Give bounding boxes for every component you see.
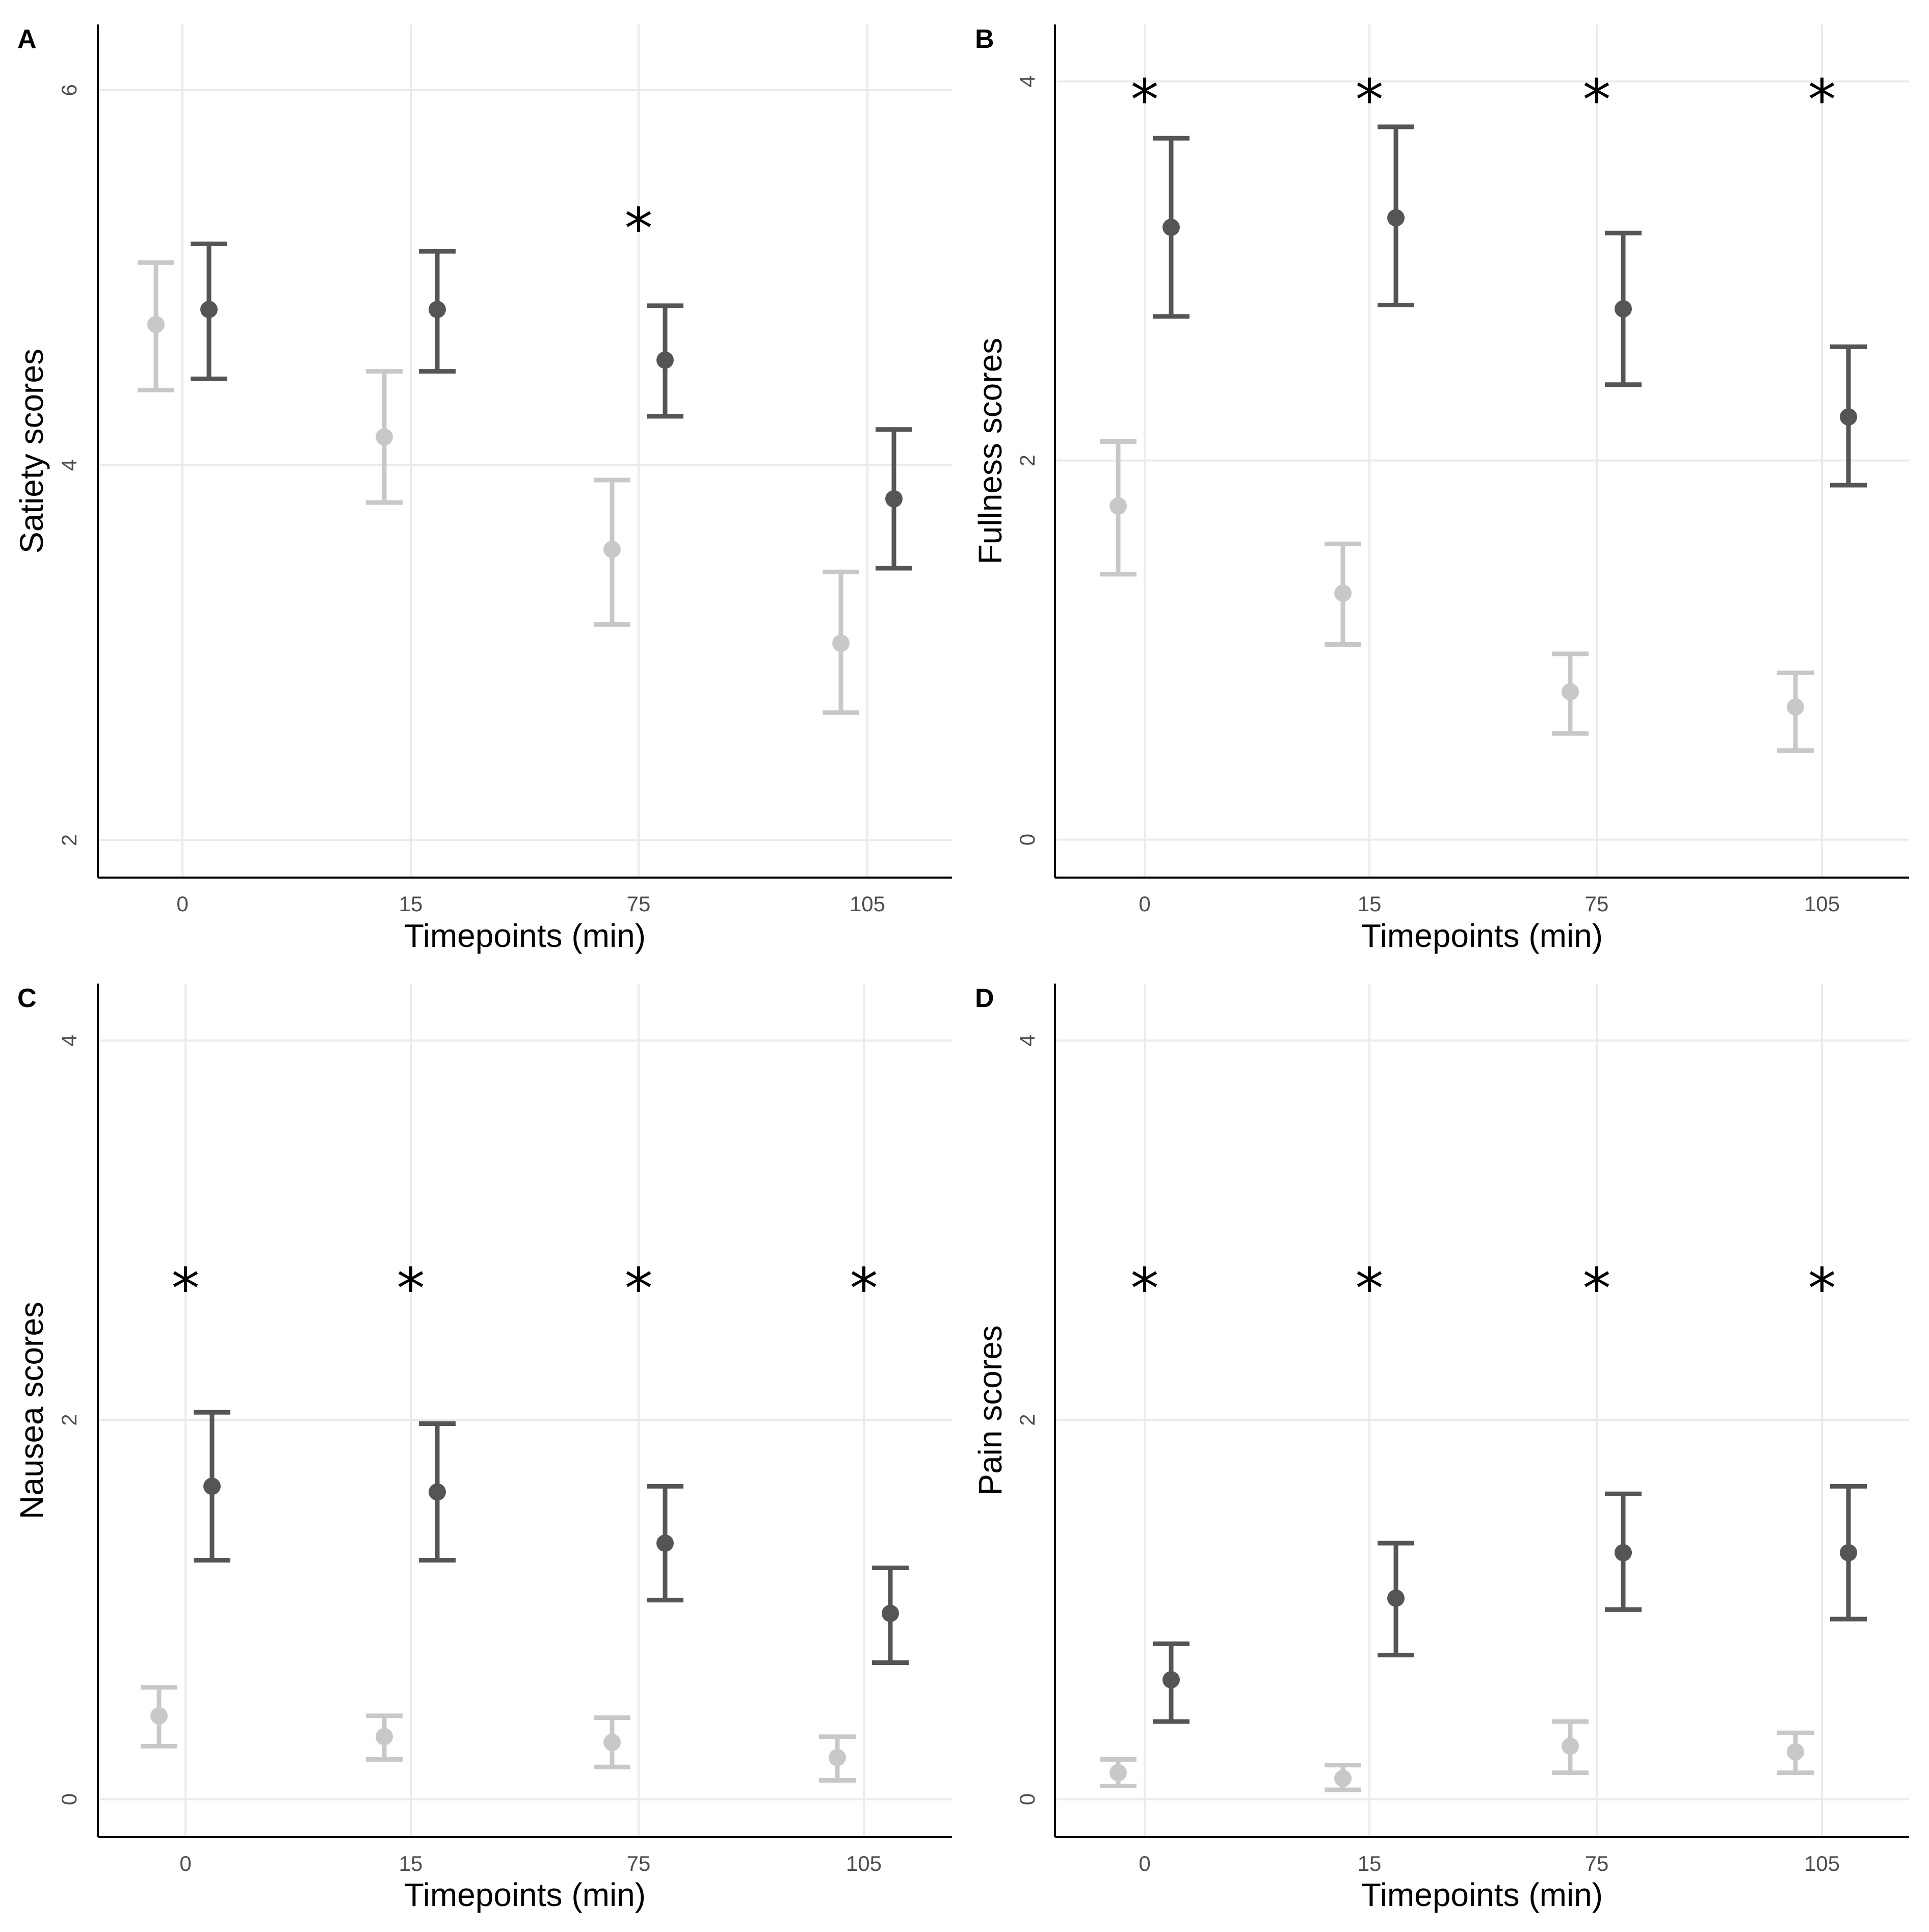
mean-point [829,1749,846,1766]
panel-d: 0 2 4 0 15 75 105 * * * * Timepoints (min) Pain scor… [972,984,1909,1913]
mean-point [376,1728,393,1745]
series-group-dark [194,1410,909,1665]
panel-label: B [975,24,994,54]
y-tick-label: 2 [57,1414,81,1425]
mean-point [1162,1671,1180,1689]
mean-point [1787,1743,1804,1761]
mean-point [885,490,903,508]
x-tick-label: 75 [627,1851,651,1875]
y-tick-label: 2 [57,834,81,846]
y-tick-label: 4 [57,459,81,471]
mean-point [203,1477,221,1495]
x-axis-title: Timepoints (min) [1361,917,1603,954]
y-tick-label: 0 [57,1793,81,1805]
significance-star: * [1583,1256,1611,1321]
mean-point [1562,683,1579,701]
panel-b: 0 2 4 0 15 75 105 * * * * Timepoints (min) Fullness … [972,24,1909,954]
significance-star: * [1131,1256,1159,1321]
mean-point [832,634,850,652]
x-tick-label: 0 [1139,892,1150,916]
significance-star: * [1808,67,1836,133]
mean-point [1562,1737,1579,1755]
y-tick-label: 0 [1015,834,1039,845]
series-group-light [1100,439,1814,753]
x-axis-title: Timepoints (min) [1361,1876,1603,1913]
mean-point [1840,1544,1857,1562]
significance-star: * [850,1256,878,1321]
panel-label: D [975,984,994,1013]
mean-point [1162,219,1180,236]
mean-point [429,301,446,319]
y-tick-label: 2 [1015,1414,1039,1425]
y-axis-title: Satiety scores [13,349,50,553]
significance-star: * [625,196,653,261]
significance-star: * [172,1256,200,1321]
series-group-light [138,260,859,715]
x-tick-label: 105 [1804,1851,1840,1875]
significance-star: * [397,1256,425,1321]
series-group-dark [1153,124,1867,488]
y-tick-label: 4 [1015,1035,1039,1046]
x-tick-label: 0 [179,1851,191,1875]
y-tick-label: 4 [57,1035,81,1046]
mean-point [603,1733,621,1751]
mean-point [656,351,674,369]
y-tick-label: 0 [1015,1793,1039,1805]
series-group-light [1100,1719,1814,1792]
y-axis-title: Pain scores [972,1325,1009,1495]
mean-point [882,1604,899,1622]
y-tick-label: 2 [1015,455,1039,466]
significance-star: * [1356,67,1384,133]
x-tick-label: 15 [399,1851,423,1875]
x-axis-title: Timepoints (min) [404,917,646,954]
panel-label: C [17,984,37,1013]
mean-point [1387,1590,1405,1607]
mean-point [656,1534,674,1552]
y-tick-label: 6 [57,84,81,96]
mean-point [1109,497,1127,515]
y-axis-title: Nausea scores [13,1302,50,1519]
mean-point [1334,585,1352,602]
significance-star: * [1131,67,1159,133]
mean-point [200,301,218,319]
panel-label: A [17,24,37,54]
mean-point [1615,1544,1632,1562]
significance-star: * [1808,1256,1836,1321]
y-axis-title: Fullness scores [972,338,1009,565]
mean-point [1109,1764,1127,1782]
significance-star: * [625,1256,653,1321]
x-tick-label: 15 [1358,892,1382,916]
x-tick-label: 0 [1139,1851,1150,1875]
mean-point [376,428,393,446]
x-tick-label: 105 [1804,892,1840,916]
panel-a: 2 4 6 0 15 75 105 * Timepoints (min) Satiety scor… [13,24,952,954]
panel-c: 0 2 4 0 15 75 105 * * * * Timepoints (min) Nausea sc… [13,984,952,1913]
mean-point [1387,209,1405,227]
mean-point [147,315,165,333]
mean-point [429,1483,446,1501]
mean-point [603,541,621,559]
x-tick-label: 15 [1358,1851,1382,1875]
mean-point [1787,698,1804,716]
series-group-dark [191,241,912,571]
mean-point [1334,1769,1352,1787]
y-tick-label: 4 [1015,75,1039,87]
x-tick-label: 105 [846,1851,882,1875]
series-group-dark [1153,1484,1867,1724]
x-tick-label: 75 [627,892,651,916]
significance-star: * [1356,1256,1384,1321]
x-tick-label: 15 [399,892,423,916]
x-tick-label: 105 [850,892,885,916]
significance-star: * [1583,67,1611,133]
x-axis-title: Timepoints (min) [404,1876,646,1913]
series-group-light [141,1685,856,1783]
x-tick-label: 0 [176,892,188,916]
mean-point [1615,300,1632,317]
mean-point [1840,408,1857,426]
x-tick-label: 75 [1585,892,1609,916]
mean-point [150,1707,168,1725]
x-tick-label: 75 [1585,1851,1609,1875]
